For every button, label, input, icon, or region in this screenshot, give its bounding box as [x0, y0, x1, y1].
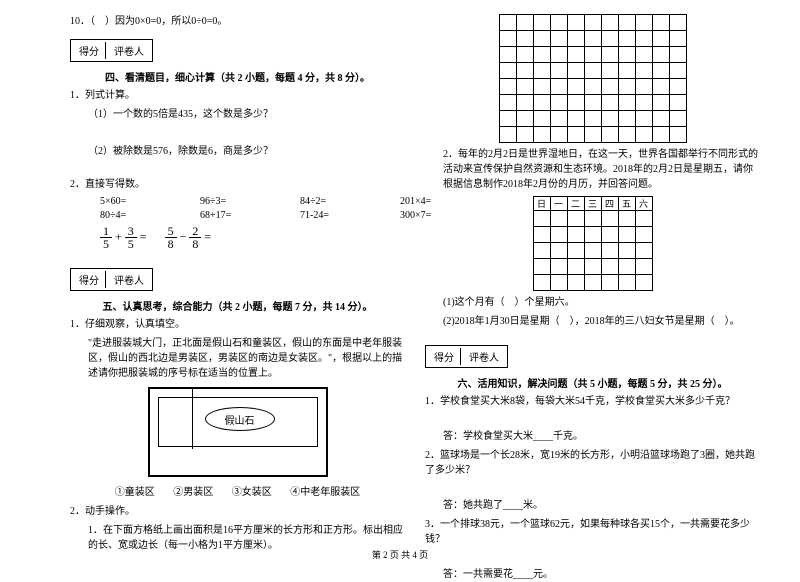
- sec6-a3: 答：一共需要花____元。: [425, 567, 760, 582]
- sec5-q1-desc: "走进服装城大门，正北面是假山石和童装区，假山的东面是中老年服装区，假山的西北边…: [70, 336, 405, 381]
- sec4-q2: 2．直接写得数。: [70, 177, 405, 192]
- right-q2a: (1)这个月有（ ）个星期六。: [425, 295, 760, 310]
- frac-row: 15 + 35 = 58 − 28 =: [70, 225, 405, 250]
- math-row-2: 80÷4= 68+17= 71-24= 300×7=: [100, 210, 405, 221]
- page-footer: 第 2 页 共 4 页: [0, 548, 800, 561]
- expr: 80÷4=: [100, 210, 160, 221]
- score-box-sec5: 得分 评卷人: [70, 268, 153, 291]
- figure-options: ①童装区 ②男装区 ③女装区 ④中老年服装区: [70, 483, 405, 498]
- sec6-q2: 2．篮球场是一个长28米，宽19米的长方形，小明沿篮球场跑了3圈，她共跑了多少米…: [425, 448, 760, 478]
- question-10: 10．（ ）因为0×0=0，所以0÷0=0。: [70, 14, 405, 29]
- left-column: 10．（ ）因为0×0=0，所以0÷0=0。 得分 评卷人 四、看清题目，细心计…: [60, 10, 415, 540]
- sec6-q3: 3．一个排球38元，一个篮球62元，如果每种球各买15个，一共需要花多少钱？: [425, 517, 760, 547]
- section-4-title: 四、看清题目，细心计算（共 2 小题，每题 4 分，共 8 分）。: [70, 69, 405, 84]
- sec4-q1b: （2）被除数是576，除数是6，商是多少？: [70, 144, 405, 159]
- calendar-grid: 日一二 三四五 六: [533, 196, 653, 291]
- sec4-q1: 1．列式计算。: [70, 88, 405, 103]
- score-box-sec4: 得分 评卷人: [70, 39, 153, 62]
- expr: 84÷2=: [300, 196, 360, 207]
- expr: 96÷3=: [200, 196, 260, 207]
- layout-figure: 假山石: [148, 387, 328, 477]
- score-label: 得分: [428, 348, 461, 365]
- right-q2: 2．每年的2月2日是世界湿地日，在这一天，世界各国都举行不同形式的活动来宣传保护…: [425, 147, 760, 192]
- score-label: 得分: [73, 42, 106, 59]
- expr: 5×60=: [100, 196, 160, 207]
- sec5-q1: 1．仔细观察，认真填空。: [70, 317, 405, 332]
- score-label: 得分: [73, 271, 106, 288]
- section-6-title: 六、活用知识，解决问题（共 5 小题，每题 5 分，共 25 分）。: [425, 375, 760, 390]
- grader-label: 评卷人: [463, 348, 505, 365]
- sec4-q1a: （1）一个数的5倍是435，这个数是多少？: [70, 107, 405, 122]
- expr: 71-24=: [300, 210, 360, 221]
- square-grid: [499, 14, 687, 143]
- grader-label: 评卷人: [108, 42, 150, 59]
- sec5-q2: 2．动手操作。: [70, 504, 405, 519]
- section-5-title: 五、认真思考，综合能力（共 2 小题，每题 7 分，共 14 分）。: [70, 298, 405, 313]
- sec6-q1: 1．学校食堂买大米8袋，每袋大米54千克，学校食堂买大米多少千克？: [425, 394, 760, 409]
- right-q2b: (2)2018年1月30日是星期（ ），2018年的三八妇女节是星期（ ）。: [425, 314, 760, 329]
- oval-label: 假山石: [205, 407, 275, 431]
- sec6-a1: 答：学校食堂买大米____千克。: [425, 429, 760, 444]
- right-column: 2．每年的2月2日是世界湿地日，在这一天，世界各国都举行不同形式的活动来宣传保护…: [415, 10, 770, 540]
- expr: 68+17=: [200, 210, 260, 221]
- score-box-sec6: 得分 评卷人: [425, 345, 508, 368]
- grader-label: 评卷人: [108, 271, 150, 288]
- sec6-a2: 答：她共跑了____米。: [425, 498, 760, 513]
- math-row-1: 5×60= 96÷3= 84÷2= 201×4=: [100, 196, 405, 207]
